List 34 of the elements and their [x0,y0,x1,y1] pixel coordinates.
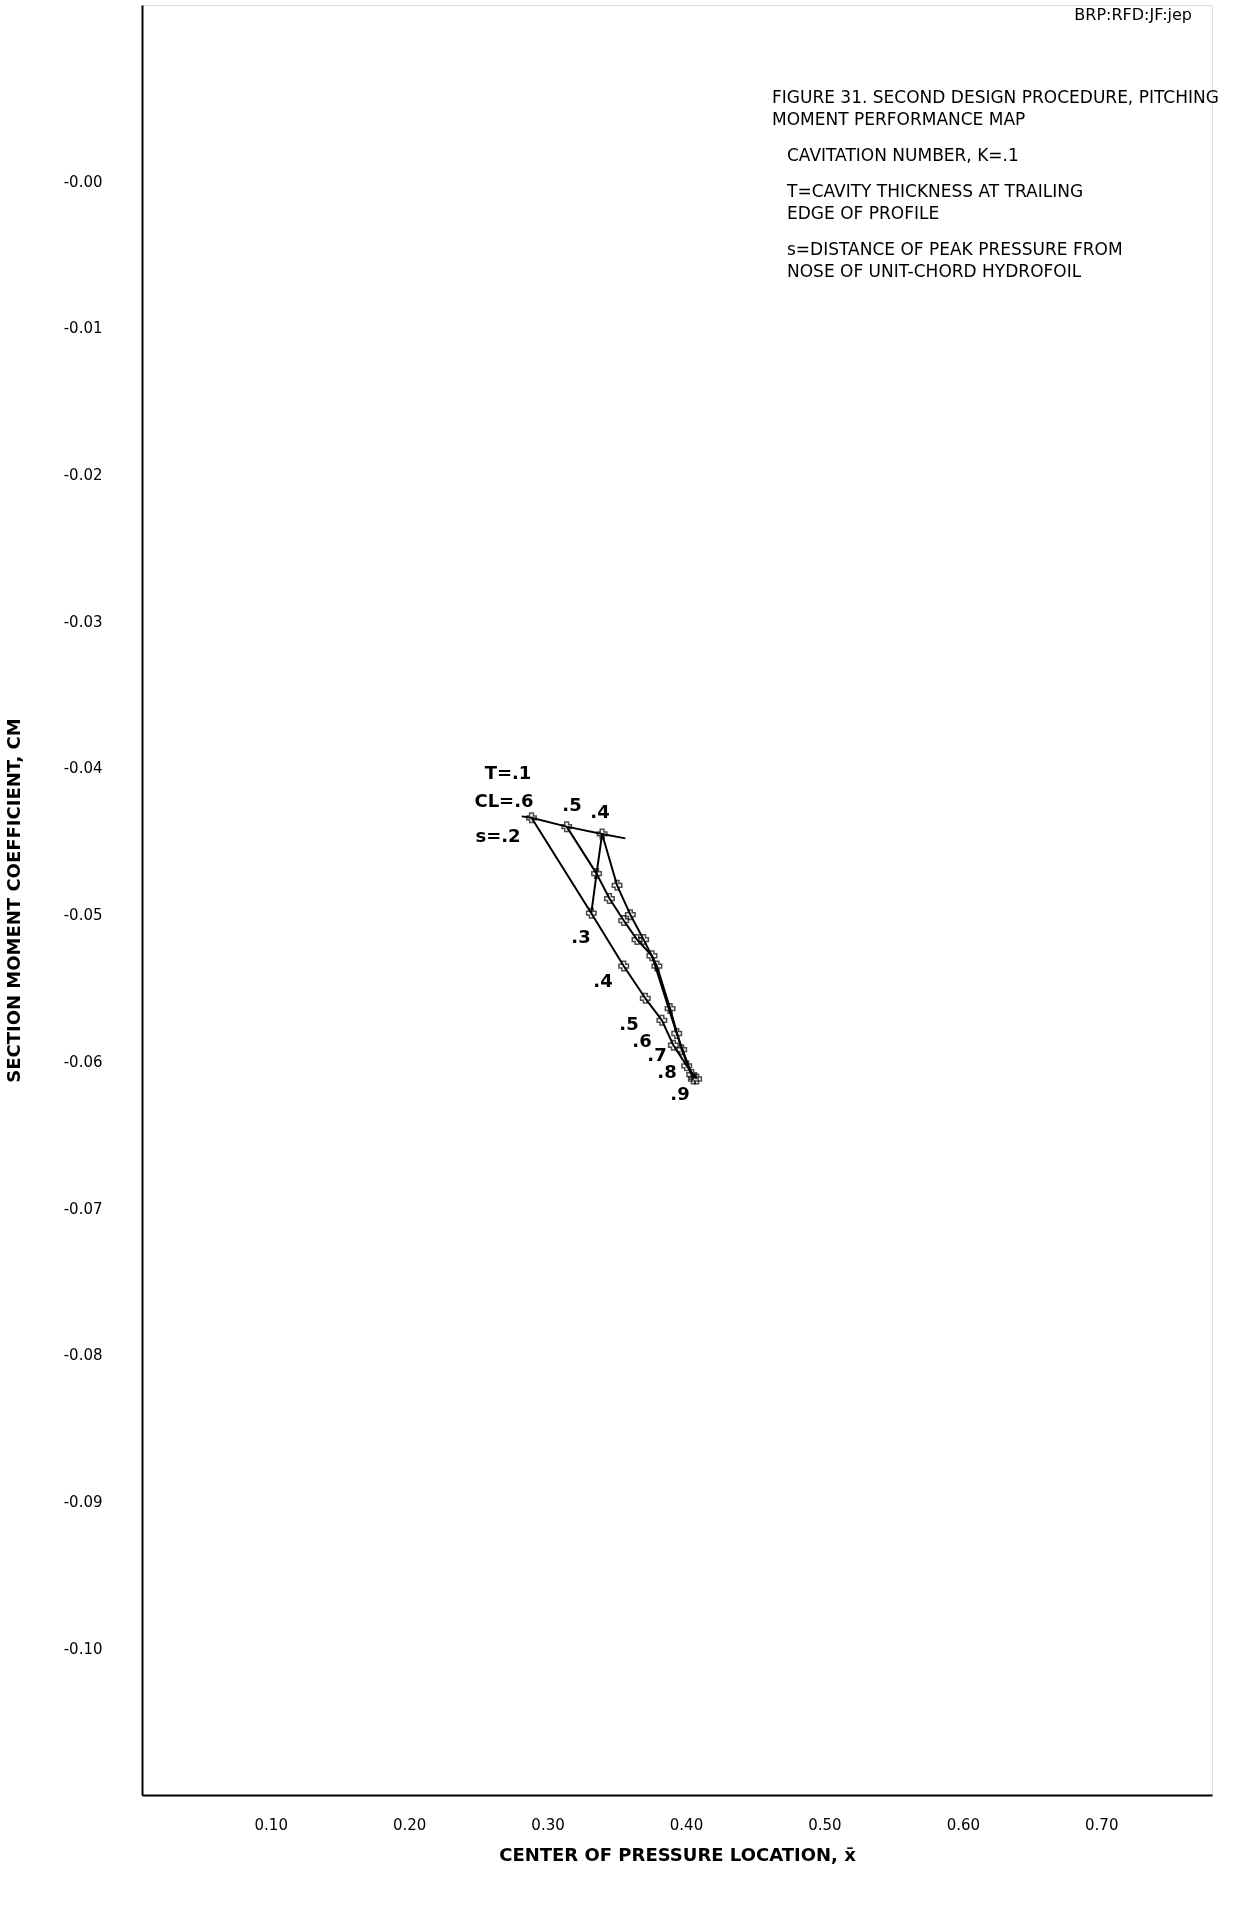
annotation: T=.1 [484,762,532,783]
y-tick-label: -0.09 [63,1493,103,1512]
x-tick-label: 0.70 [1085,1815,1119,1834]
annotation: .8 [657,1061,677,1082]
x-tick-label: 0.20 [392,1815,427,1834]
annotation: .9 [670,1083,690,1104]
annotation: .4 [593,970,613,991]
y-tick-label: -0.01 [63,319,103,338]
y-tick-label: -0.04 [63,759,103,778]
text: FIGURE 31. SECOND DESIGN PROCEDURE, PITCHING MOMENT PERFORMANCE MAP [772,87,1219,129]
annotation: s=.2 [475,825,521,846]
y-tick-label: -0.02 [63,466,103,485]
y-tick-label: -0.06 [63,1052,103,1071]
y-tick-label: -0.00 [63,172,103,191]
annotation: CAVITATION NUMBER, K=.1 [787,145,1019,165]
annotation: T=CAVITY THICKNESS AT TRAILING EDGE OF PROFILE [786,181,1084,223]
annotation: .4 [590,801,610,822]
x-tick-label: 0.50 [808,1815,842,1834]
x-tick-label: 0.60 [946,1815,981,1834]
annotation: s=DISTANCE OF PEAK PRESSURE FROM NOSE OF UNIT-CHORD HYDROFOIL [787,239,1123,281]
annotation: .3 [571,926,591,947]
y-tick-label: -0.07 [63,1199,103,1218]
y-tick-label: -0.08 [63,1346,103,1365]
annotation: CL=.6 [474,790,534,811]
y-tick-label: -0.05 [63,906,103,925]
x-axis-title: CENTER OF PRESSURE LOCATION, x̄ [499,1843,857,1865]
x-tick-label: 0.10 [254,1815,288,1834]
y-axis-title: SECTION MOMENT COEFFICIENT, CM [2,718,24,1083]
y-tick-label: -0.10 [63,1639,103,1658]
annotation: BRP:RFD:JF:jep [1074,5,1192,24]
x-tick-label: 0.30 [531,1815,565,1834]
annotation: .5 [562,794,582,815]
x-tick-label: 0.40 [669,1815,704,1834]
y-tick-label: -0.03 [63,612,103,631]
